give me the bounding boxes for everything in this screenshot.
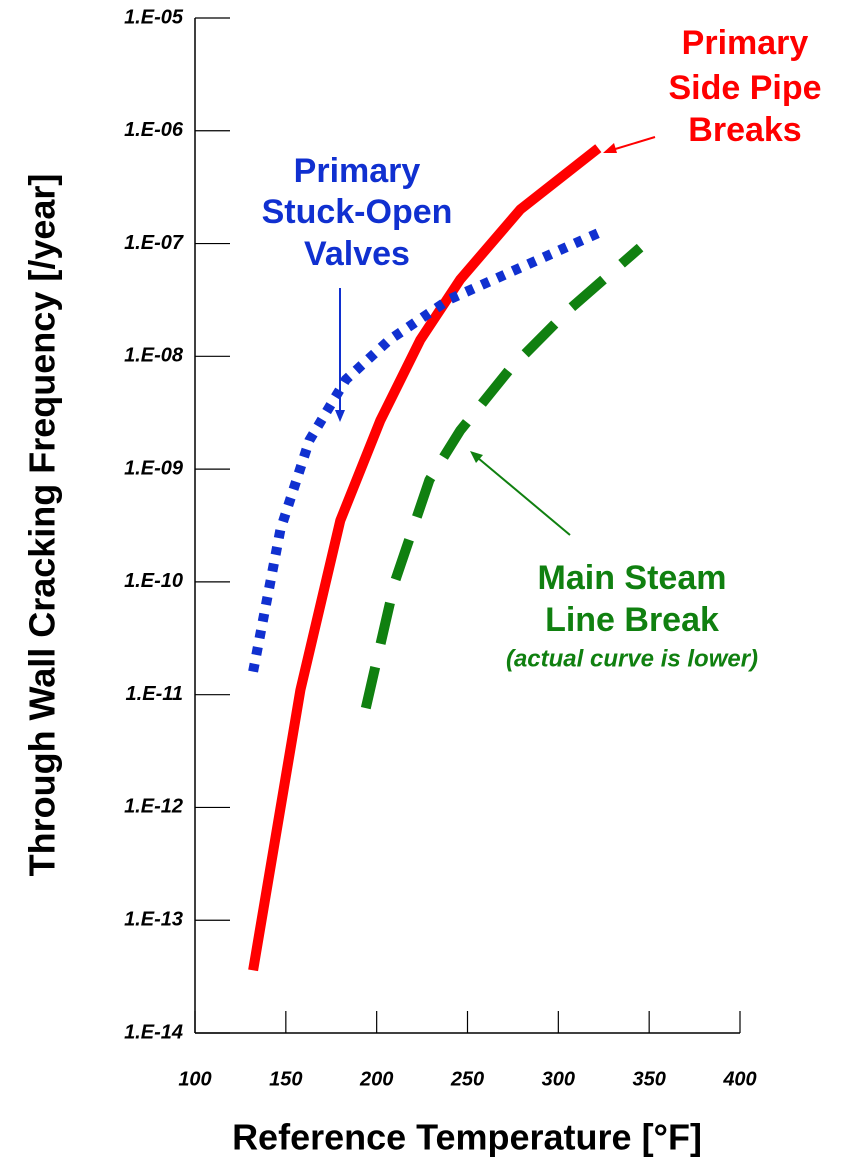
y-tick-label: 1.E-14 [124,1021,183,1043]
x-tick-label: 100 [178,1068,211,1090]
annotation-green: Main Steam Line Break (actual curve is l… [470,451,758,672]
arrow-head [335,410,345,422]
y-tick-label: 1.E-08 [124,345,184,367]
y-tick-label: 1.E-09 [124,457,184,479]
y-axis-title: Through Wall Cracking Frequency [/year] [22,174,63,877]
x-tick-label: 200 [359,1068,393,1090]
series-line [248,227,603,673]
y-tick-label: 1.E-12 [124,796,183,818]
arrow-head [470,451,483,463]
arrow [477,457,571,536]
y-tick-label: 1.E-10 [124,570,183,592]
arrow-head [603,143,617,153]
annotation-line: Stuck-Open [262,193,453,231]
annotation-line: Primary [682,24,809,62]
annotation-blue: Primary Stuck-Open Valves [262,152,453,422]
annotation-line: Main Steam [538,559,727,597]
y-tick-label: 1.E-05 [124,6,184,28]
annotation-line: Line Break [545,601,719,639]
y-tick-label: 1.E-11 [126,683,183,705]
annotation-red: Primary Side Pipe Breaks [603,24,822,153]
annotation-line: Side Pipe [668,69,821,107]
y-tick-label: 1.E-07 [124,232,184,254]
annotation-note: (actual curve is lower) [506,645,758,672]
x-tick-label: 400 [722,1068,756,1090]
annotation-line: Breaks [688,111,801,149]
arrow [611,136,656,151]
series-line [360,243,644,710]
annotation-line: Valves [304,235,410,273]
x-tick-label: 300 [542,1068,575,1090]
x-tick-label: 150 [269,1068,302,1090]
x-axis-title: Reference Temperature [°F] [232,1117,702,1158]
series-line [248,144,602,972]
x-tick-label: 350 [632,1068,665,1090]
x-tick-label: 250 [450,1068,484,1090]
annotation-line: Primary [294,152,421,190]
y-tick-label: 1.E-13 [124,909,183,931]
y-tick-label: 1.E-06 [124,119,184,141]
